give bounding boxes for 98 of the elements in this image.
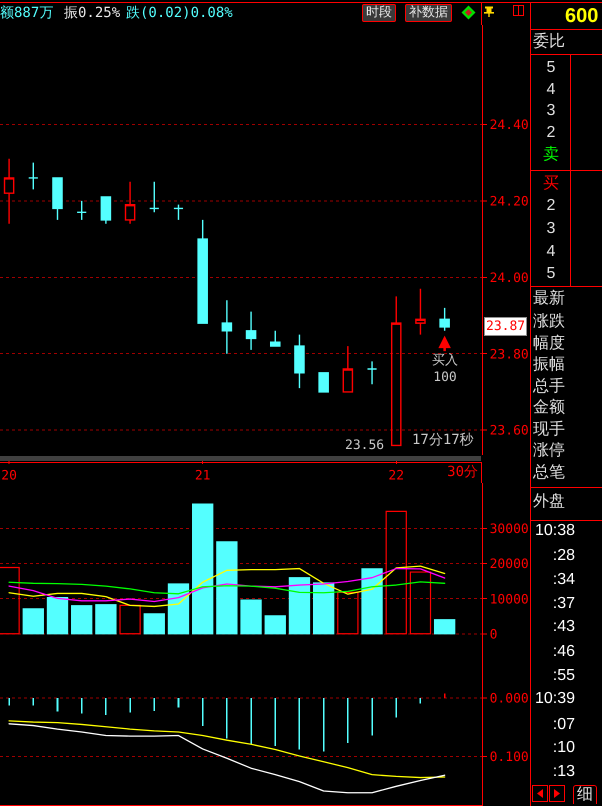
candlestick <box>439 307 450 332</box>
text: 卖 <box>542 146 560 164</box>
y-tick-label: 20000 <box>490 557 529 572</box>
text: 振幅 <box>533 356 565 374</box>
text: 跌(0.02)0.08% <box>126 4 233 22</box>
text: :13 <box>552 763 575 781</box>
bar <box>168 583 190 634</box>
text: 涨跌 <box>533 313 565 331</box>
candlestick <box>318 372 329 393</box>
text: :10 <box>552 739 575 757</box>
text: 4 <box>546 243 556 261</box>
line-series <box>8 581 446 594</box>
x-axis-title: 30分 <box>447 463 478 482</box>
bar <box>288 577 310 634</box>
text: 3 <box>546 102 556 120</box>
text: 5 <box>546 59 556 77</box>
candlestick <box>124 181 136 224</box>
bar <box>337 592 359 634</box>
candlestick <box>270 330 281 347</box>
bar <box>144 613 165 634</box>
annotation: 23.56 <box>345 438 384 453</box>
text: 总手 <box>533 378 565 396</box>
x-tick-label: 21 <box>194 468 210 484</box>
candlestick <box>100 196 112 224</box>
y-tick-label: 24.20 <box>490 194 529 210</box>
text: 10:39 <box>534 690 575 708</box>
text: 买 <box>542 175 560 193</box>
y-tick-label: 30000 <box>490 522 529 538</box>
text: 额887万 <box>0 4 54 22</box>
candlestick <box>342 345 354 393</box>
candlestick <box>28 162 39 190</box>
bar <box>46 597 68 634</box>
y-tick-label: 24.40 <box>490 118 529 133</box>
y-tick-label: 0.100 <box>490 750 529 766</box>
bar <box>71 605 92 634</box>
candlestick <box>149 181 160 213</box>
candlestick <box>246 310 256 351</box>
bar <box>361 568 383 634</box>
button: 补数据 <box>405 4 452 22</box>
text: 10:38 <box>534 522 575 540</box>
text: 600 <box>565 4 598 28</box>
candlestick <box>294 334 305 389</box>
text: :28 <box>552 547 575 565</box>
text: 委比 <box>533 33 565 51</box>
annotation: 买入 100 <box>432 353 458 385</box>
annotation: 23.87 <box>486 319 526 334</box>
bar <box>410 571 432 634</box>
candlestick <box>390 296 402 446</box>
candlestick <box>222 300 232 354</box>
x-tick-label: 20 <box>1 468 17 484</box>
y-tick-label: 10000 <box>490 592 529 608</box>
button: 时段 <box>362 4 396 22</box>
y-tick-label: 0.000 <box>490 692 529 707</box>
text: 幅度 <box>533 335 565 353</box>
bar <box>22 608 44 634</box>
y-tick-label: 23.80 <box>490 347 529 362</box>
text: 2 <box>546 124 556 142</box>
bar <box>240 600 262 634</box>
candlestick <box>4 158 14 224</box>
text: 涨停 <box>533 442 565 460</box>
x-tick-label: 22 <box>388 468 404 484</box>
text: :55 <box>552 667 575 685</box>
text: 外盘 <box>533 493 565 511</box>
candlestick <box>173 204 184 221</box>
text: :43 <box>552 618 575 636</box>
candlestick <box>197 219 208 324</box>
text: 5 <box>546 265 556 283</box>
annotation: 17分17秒 <box>412 431 474 449</box>
bar <box>312 582 334 634</box>
bar <box>386 510 407 634</box>
bar <box>95 604 117 634</box>
text: :37 <box>552 595 575 613</box>
text: 4 <box>546 81 556 99</box>
text: 3 <box>546 220 556 238</box>
y-tick-label: 24.00 <box>490 270 529 286</box>
text: :34 <box>552 571 575 589</box>
text: :46 <box>552 643 575 661</box>
text: 细 <box>573 785 597 804</box>
y-tick-label: 0 <box>490 627 498 642</box>
text: 总笔 <box>533 464 565 482</box>
text: 最新 <box>533 290 565 308</box>
text: 2 <box>546 197 556 215</box>
bar <box>192 503 214 634</box>
line-series <box>8 723 446 794</box>
text: 振0.25% <box>64 4 120 22</box>
candlestick <box>366 360 378 385</box>
candlestick <box>76 200 87 221</box>
bar <box>434 619 456 634</box>
line-series <box>8 720 446 778</box>
text: 金额 <box>533 399 565 417</box>
candlestick <box>415 288 426 336</box>
candlestick <box>52 177 63 221</box>
y-tick-label: 23.60 <box>490 424 529 439</box>
bar <box>119 604 141 634</box>
text: 现手 <box>533 421 565 439</box>
bar <box>216 541 238 634</box>
text: :07 <box>552 716 575 734</box>
bar <box>264 615 286 634</box>
